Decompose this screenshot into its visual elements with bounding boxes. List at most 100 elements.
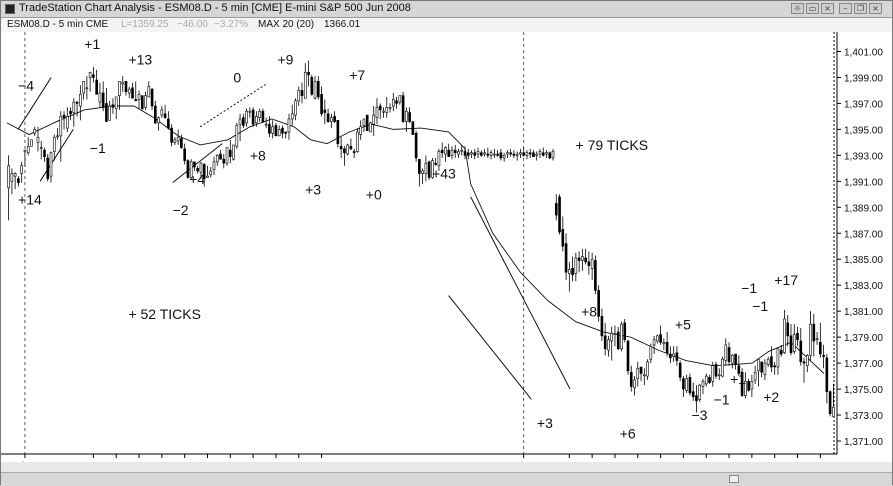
candle-body (753, 371, 757, 381)
candle-body (776, 348, 780, 368)
horizontal-scrollbar[interactable] (1, 472, 892, 486)
candle (721, 356, 724, 378)
candle (714, 361, 718, 379)
candle (688, 373, 692, 396)
candle-body (17, 178, 20, 183)
candle (691, 382, 695, 401)
annotation-label: −4 (18, 77, 34, 93)
candle-body (212, 161, 216, 170)
y-tick-label: 1,385.00 (844, 255, 883, 266)
candle (564, 233, 568, 281)
candle (447, 143, 451, 157)
scroll-thumb[interactable] (729, 475, 739, 483)
candle (238, 113, 242, 142)
candle (444, 146, 447, 162)
candle-body (33, 129, 37, 134)
candle-body (502, 155, 506, 159)
candle (121, 76, 125, 92)
candle-body (294, 100, 297, 116)
candle-body (307, 71, 310, 76)
title-bar[interactable]: TradeStation Chart Analysis - ESM08.D - … (1, 1, 892, 18)
candle-body (391, 99, 395, 107)
candle-body (268, 123, 271, 134)
candle-body (832, 406, 835, 417)
x-tick-label: 7:30 (84, 461, 104, 462)
candle (30, 139, 33, 147)
candle-body (98, 92, 102, 103)
price-chart[interactable]: 1,401.00 1,399.00 1,397.00 1,395.00 1,393.00… (1, 32, 892, 472)
candle-body (59, 116, 63, 137)
candle-body (783, 318, 786, 354)
candle (307, 60, 310, 87)
close-icon[interactable]: × (869, 3, 882, 14)
candle (137, 90, 141, 109)
candle (219, 150, 222, 160)
candle (737, 355, 741, 377)
y-tick-label: 1,397.00 (844, 99, 883, 110)
candle-body (571, 268, 574, 276)
candle (479, 150, 483, 157)
candle (466, 148, 470, 160)
y-tick-label: 1,383.00 (844, 281, 883, 292)
candle (75, 100, 79, 117)
candle-body (65, 116, 69, 129)
candle (812, 313, 816, 357)
candle-body (763, 362, 767, 376)
candle (180, 134, 183, 149)
candle (242, 113, 245, 129)
candle-body (792, 334, 796, 352)
candle (594, 255, 597, 295)
candle-body (69, 110, 72, 115)
candle-body (232, 144, 235, 160)
candle (163, 104, 167, 119)
candle-body (336, 119, 340, 144)
candle-body (378, 105, 382, 111)
candle-body (740, 371, 744, 396)
candle-body (202, 164, 206, 180)
candle (235, 122, 239, 149)
candle-body (186, 160, 190, 178)
candle (434, 157, 437, 166)
candle-body (626, 340, 630, 372)
candle-body (799, 340, 803, 363)
close-icon[interactable]: × (821, 3, 834, 14)
candle (79, 85, 82, 121)
candle-body (819, 342, 822, 355)
candle-body (424, 162, 428, 174)
gear-icon[interactable]: ☼ (791, 3, 804, 14)
candle (277, 125, 281, 137)
candle (532, 150, 535, 157)
candle-body (750, 380, 754, 390)
trendline (172, 143, 223, 184)
candle (515, 151, 519, 161)
candle-body (359, 126, 363, 135)
candle (558, 194, 561, 235)
candle (675, 346, 679, 366)
x-tick-label: 11:00 (717, 461, 742, 462)
x-tick-label: 10:30 (694, 461, 719, 462)
candle (382, 107, 385, 118)
candle (196, 165, 200, 174)
candle (69, 107, 72, 121)
candle (587, 251, 591, 275)
candle (819, 322, 822, 358)
candle-body (538, 151, 542, 155)
expand-icon[interactable]: ▭ (806, 3, 819, 14)
candle-body (802, 361, 806, 364)
annotation-label: +43 (432, 166, 456, 182)
candle (450, 146, 454, 160)
minimize-icon[interactable]: – (839, 3, 852, 14)
candle (805, 354, 809, 373)
candle (603, 322, 607, 356)
annotation-label: +2 (763, 389, 779, 405)
chart-plot-area[interactable]: 1,401.00 1,399.00 1,397.00 1,395.00 1,393.00… (1, 32, 892, 472)
candle-body (561, 229, 565, 247)
candle-body (669, 353, 672, 359)
candle (496, 150, 499, 157)
candle (349, 138, 353, 151)
candle-body (242, 117, 245, 126)
restore-icon[interactable]: ❐ (854, 3, 867, 14)
candle (72, 98, 76, 127)
candle (215, 154, 219, 166)
candle-body (466, 152, 470, 156)
